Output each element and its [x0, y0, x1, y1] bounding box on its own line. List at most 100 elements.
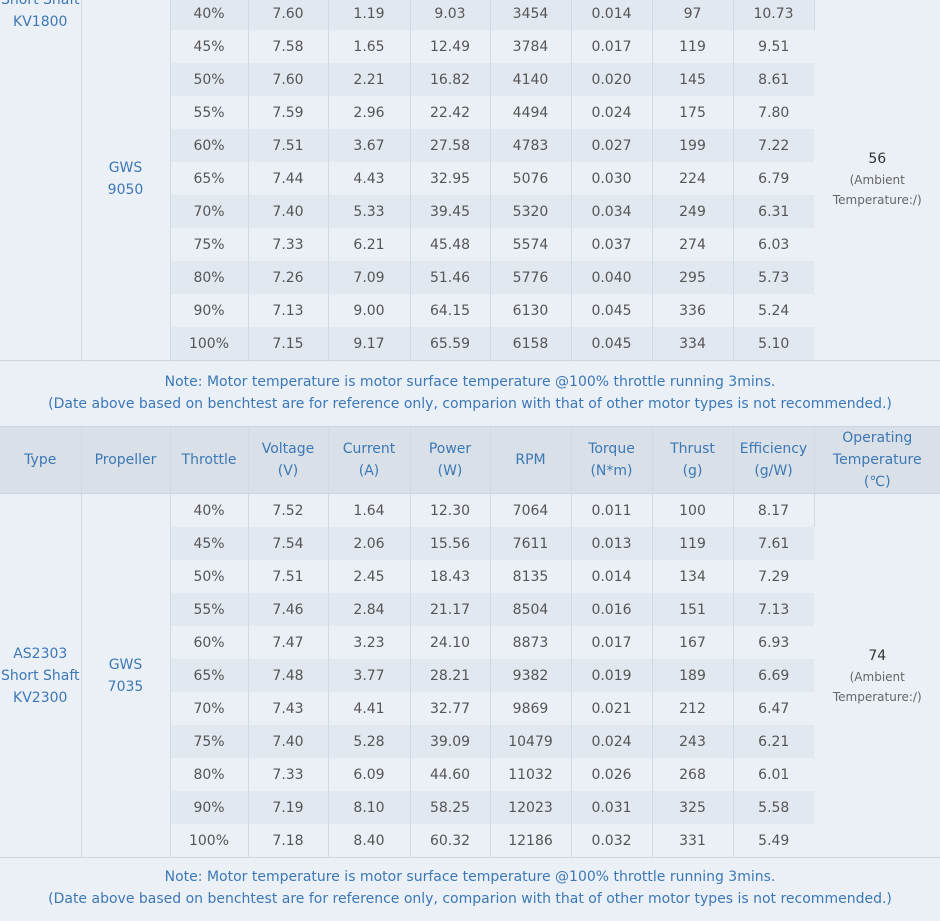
data-cell: 7.40: [248, 725, 328, 758]
data-cell: 0.026: [571, 758, 652, 791]
data-cell: 10479: [490, 725, 571, 758]
data-cell: 28.21: [410, 659, 490, 692]
data-cell: 0.030: [571, 162, 652, 195]
data-cell: 8.61: [733, 63, 814, 96]
column-header-line: Temperature: [815, 449, 940, 471]
data-cell: 3784: [490, 30, 571, 63]
data-cell: 243: [652, 725, 733, 758]
data-cell: 80%: [170, 758, 248, 791]
data-cell: 0.024: [571, 725, 652, 758]
note-2: Note: Motor temperature is motor surface…: [0, 855, 940, 921]
motor-type-line: KV1800: [0, 11, 81, 33]
data-cell: 100%: [170, 824, 248, 858]
column-header-line: Voltage: [249, 438, 328, 460]
data-cell: 1.64: [328, 494, 410, 528]
data-cell: 1.65: [328, 30, 410, 63]
data-cell: 4140: [490, 63, 571, 96]
data-cell: 58.25: [410, 791, 490, 824]
data-cell: 9.51: [733, 30, 814, 63]
data-cell: 6.21: [328, 228, 410, 261]
data-cell: 119: [652, 30, 733, 63]
data-cell: 8.17: [733, 494, 814, 528]
data-cell: 60%: [170, 626, 248, 659]
data-cell: 55%: [170, 593, 248, 626]
note-line: Note: Motor temperature is motor surface…: [0, 866, 940, 888]
column-header-line: Torque: [572, 438, 652, 460]
data-cell: 21.17: [410, 593, 490, 626]
data-cell: 65.59: [410, 327, 490, 361]
data-cell: 145: [652, 63, 733, 96]
column-header-line: (V): [249, 460, 328, 482]
temperature-note: (Ambient Temperature:/): [815, 170, 940, 210]
propeller-line: GWS: [82, 654, 170, 676]
data-cell: 39.09: [410, 725, 490, 758]
data-cell: 8.40: [328, 824, 410, 858]
data-cell: 100: [652, 494, 733, 528]
data-cell: 64.15: [410, 294, 490, 327]
data-cell: 80%: [170, 261, 248, 294]
data-cell: 0.021: [571, 692, 652, 725]
data-cell: 0.032: [571, 824, 652, 858]
column-header-line: Thrust: [653, 438, 733, 460]
data-cell: 0.045: [571, 294, 652, 327]
data-cell: 0.014: [571, 0, 652, 30]
data-cell: 24.10: [410, 626, 490, 659]
data-cell: 22.42: [410, 96, 490, 129]
data-cell: 8135: [490, 560, 571, 593]
data-cell: 4783: [490, 129, 571, 162]
temperature-value: 74: [815, 645, 940, 667]
data-cell: 27.58: [410, 129, 490, 162]
data-cell: 7.60: [248, 63, 328, 96]
data-cell: 6.09: [328, 758, 410, 791]
data-cell: 2.84: [328, 593, 410, 626]
data-cell: 167: [652, 626, 733, 659]
data-cell: 5076: [490, 162, 571, 195]
data-cell: 1.19: [328, 0, 410, 30]
data-cell: 224: [652, 162, 733, 195]
data-cell: 2.21: [328, 63, 410, 96]
data-cell: 295: [652, 261, 733, 294]
data-cell: 3.77: [328, 659, 410, 692]
motor-type-line: AS2303: [0, 643, 81, 665]
data-cell: 65%: [170, 162, 248, 195]
data-cell: 0.045: [571, 327, 652, 361]
data-cell: 4.41: [328, 692, 410, 725]
data-cell: 7.52: [248, 494, 328, 528]
data-cell: 70%: [170, 195, 248, 228]
data-cell: 334: [652, 327, 733, 361]
data-cell: 151: [652, 593, 733, 626]
column-header-line: (A): [329, 460, 410, 482]
data-cell: 5.73: [733, 261, 814, 294]
data-cell: 0.034: [571, 195, 652, 228]
data-cell: 4494: [490, 96, 571, 129]
data-cell: 45.48: [410, 228, 490, 261]
column-header: Voltage(V): [248, 427, 328, 494]
note-line: (Date above based on benchtest are for r…: [0, 393, 940, 415]
data-cell: 5.10: [733, 327, 814, 361]
data-cell: 6130: [490, 294, 571, 327]
data-cell: 325: [652, 791, 733, 824]
column-header-line: (g/W): [734, 460, 814, 482]
column-header: RPM: [490, 427, 571, 494]
data-cell: 50%: [170, 63, 248, 96]
data-cell: 10.73: [733, 0, 814, 30]
data-cell: 5.49: [733, 824, 814, 858]
data-cell: 70%: [170, 692, 248, 725]
data-cell: 7.33: [248, 228, 328, 261]
data-cell: 6.79: [733, 162, 814, 195]
data-cell: 7.51: [248, 129, 328, 162]
data-cell: 7.13: [248, 294, 328, 327]
data-cell: 7.33: [248, 758, 328, 791]
data-cell: 119: [652, 527, 733, 560]
data-cell: 45%: [170, 30, 248, 63]
data-cell: 60.32: [410, 824, 490, 858]
data-cell: 7.29: [733, 560, 814, 593]
data-cell: 7.13: [733, 593, 814, 626]
data-cell: 7.46: [248, 593, 328, 626]
data-cell: 8873: [490, 626, 571, 659]
data-cell: 12.49: [410, 30, 490, 63]
motor-type-line: KV2300: [0, 687, 81, 709]
